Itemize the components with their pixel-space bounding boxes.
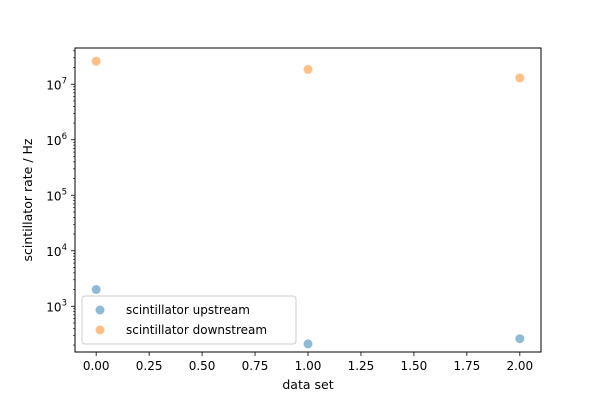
- y-axis-ticks: 103 104 105 106 107: [46, 50, 75, 346]
- legend: scintillator upstream scintillator downs…: [81, 295, 297, 345]
- y-tick-label: 105: [46, 187, 67, 203]
- y-axis-label: scintillator rate / Hz: [20, 138, 35, 261]
- y-tick-label: 106: [46, 132, 67, 148]
- y-tick-label: 103: [46, 298, 67, 314]
- x-tick-label: 0.25: [136, 359, 163, 373]
- x-tick-label: 1.50: [401, 359, 428, 373]
- legend-frame: [81, 295, 297, 345]
- upstream-point: [303, 339, 313, 349]
- x-tick-label: 1.25: [348, 359, 375, 373]
- upstream-point: [91, 285, 101, 295]
- y-tick-label: 107: [46, 76, 67, 92]
- x-tick-label: 1.75: [454, 359, 481, 373]
- x-tick-label: 1.00: [295, 359, 322, 373]
- y-tick-label: 104: [46, 243, 67, 259]
- data-points: [91, 56, 525, 349]
- x-axis-label: data set: [282, 377, 333, 392]
- upstream-point: [515, 334, 525, 344]
- legend-marker-downstream: [95, 325, 105, 335]
- legend-label-downstream: scintillator downstream: [126, 323, 267, 337]
- legend-marker-upstream: [95, 305, 105, 315]
- legend-label-upstream: scintillator upstream: [126, 303, 250, 317]
- x-tick-label: 2.00: [506, 359, 533, 373]
- downstream-point: [515, 73, 525, 83]
- downstream-point: [303, 64, 313, 74]
- x-tick-label: 0.00: [83, 359, 110, 373]
- x-tick-label: 0.50: [189, 359, 216, 373]
- x-tick-label: 0.75: [242, 359, 269, 373]
- downstream-point: [91, 56, 101, 66]
- x-axis-ticks: 0.00 0.25 0.50 0.75 1.00 1.25 1.50 1.75 2.00: [83, 352, 533, 373]
